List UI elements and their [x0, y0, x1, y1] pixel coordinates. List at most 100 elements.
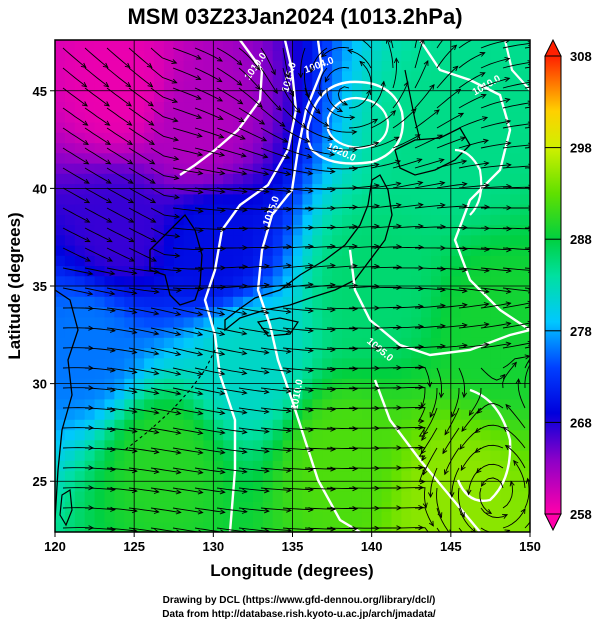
wind-arrowhead: [480, 480, 487, 487]
wind-streamline: [84, 467, 115, 471]
wind-arrowhead: [173, 136, 180, 142]
wind-streamline: [326, 407, 358, 410]
field-cell: [154, 296, 165, 307]
field-cell: [74, 460, 86, 472]
field-cell: [312, 142, 323, 154]
wind-streamline: [436, 324, 467, 329]
field-cell: [490, 224, 501, 236]
wind-streamline: [62, 87, 88, 107]
field-cell: [94, 40, 106, 51]
field-cell: [490, 142, 501, 154]
field-cell: [371, 275, 383, 287]
field-cell: [272, 491, 284, 502]
field-cell: [173, 491, 185, 502]
field-cell: [401, 357, 412, 369]
field-cell: [55, 491, 66, 502]
field-cell: [381, 245, 393, 256]
field-cell: [262, 409, 274, 420]
field-cell: [104, 275, 115, 287]
field-cell: [342, 40, 353, 51]
field-cell: [213, 204, 224, 215]
field-cell: [401, 193, 412, 205]
field-cell: [431, 357, 442, 369]
wind-streamline: [282, 367, 313, 372]
field-cell: [223, 50, 234, 62]
wind-arrowhead: [263, 188, 270, 194]
field-cell: [233, 183, 244, 195]
field-cell: [252, 122, 264, 133]
field-cell: [450, 245, 462, 256]
wind-arrowhead: [131, 290, 138, 296]
field-cell: [322, 521, 333, 532]
field-cell: [460, 439, 472, 451]
wind-arrowhead: [151, 256, 157, 262]
field-cell: [84, 429, 96, 441]
field-cell: [282, 296, 294, 307]
wind-streamline: [216, 207, 247, 211]
wind-arrowhead: [146, 62, 153, 69]
field-cell: [272, 173, 284, 185]
wind-streamline: [469, 387, 482, 416]
wind-arrowhead: [418, 384, 425, 390]
field-cell: [213, 296, 224, 307]
field-cell: [312, 255, 323, 267]
field-cell: [351, 357, 363, 369]
field-cell: [361, 316, 373, 328]
wind-streamline: [436, 304, 467, 309]
field-cell: [302, 40, 313, 51]
field-cell: [510, 245, 521, 256]
wind-arrowhead: [105, 178, 112, 184]
field-cell: [183, 81, 195, 92]
field-cell: [114, 491, 125, 502]
field-cell: [173, 470, 185, 482]
wind-streamline: [128, 387, 159, 394]
field-cell: [144, 409, 155, 420]
field-cell: [371, 480, 383, 492]
field-cell: [233, 122, 244, 133]
field-cell: [154, 40, 165, 51]
field-cell: [421, 224, 432, 236]
field-cell: [262, 81, 274, 92]
field-cell: [114, 101, 125, 113]
field-cell: [332, 419, 343, 431]
field-cell: [124, 70, 135, 82]
field-cell: [391, 265, 402, 277]
field-cell: [470, 91, 482, 103]
field-cell: [124, 286, 135, 297]
field-cell: [84, 306, 96, 318]
wind-streamline: [282, 187, 313, 192]
field-cell: [450, 60, 462, 72]
field-cell: [421, 275, 432, 287]
wind-streamline: [194, 147, 225, 156]
wind-streamline: [282, 347, 313, 352]
field-cell: [510, 306, 521, 318]
field-cell: [104, 183, 115, 195]
wind-arrowhead: [150, 217, 157, 223]
wind-arrowhead: [483, 342, 490, 348]
wind-streamline: [414, 204, 445, 209]
field-cell: [252, 409, 264, 420]
field-cell: [460, 460, 472, 472]
field-cell: [144, 460, 155, 472]
field-cell: [154, 450, 165, 461]
field-cell: [361, 101, 373, 113]
wind-streamline: [172, 267, 203, 270]
plot-area: 1015.01015.01010.01020.01004.01010.01005…: [54, 39, 531, 533]
field-cell: [302, 183, 313, 195]
field-cell: [520, 409, 530, 420]
wind-streamline: [62, 227, 91, 243]
field-cell: [431, 275, 442, 287]
field-cell: [520, 398, 530, 410]
field-cell: [94, 224, 106, 236]
field-cell: [64, 234, 76, 246]
wind-arrowhead: [458, 112, 465, 118]
field-cell: [84, 296, 96, 307]
wind-streamline: [370, 246, 402, 249]
wind-arrowhead: [442, 448, 448, 455]
field-cell: [173, 142, 185, 154]
field-cell: [104, 491, 115, 502]
wind-streamline: [348, 205, 379, 209]
field-cell: [64, 337, 76, 349]
field-cell: [500, 409, 511, 420]
wind-arrowhead: [505, 40, 511, 44]
